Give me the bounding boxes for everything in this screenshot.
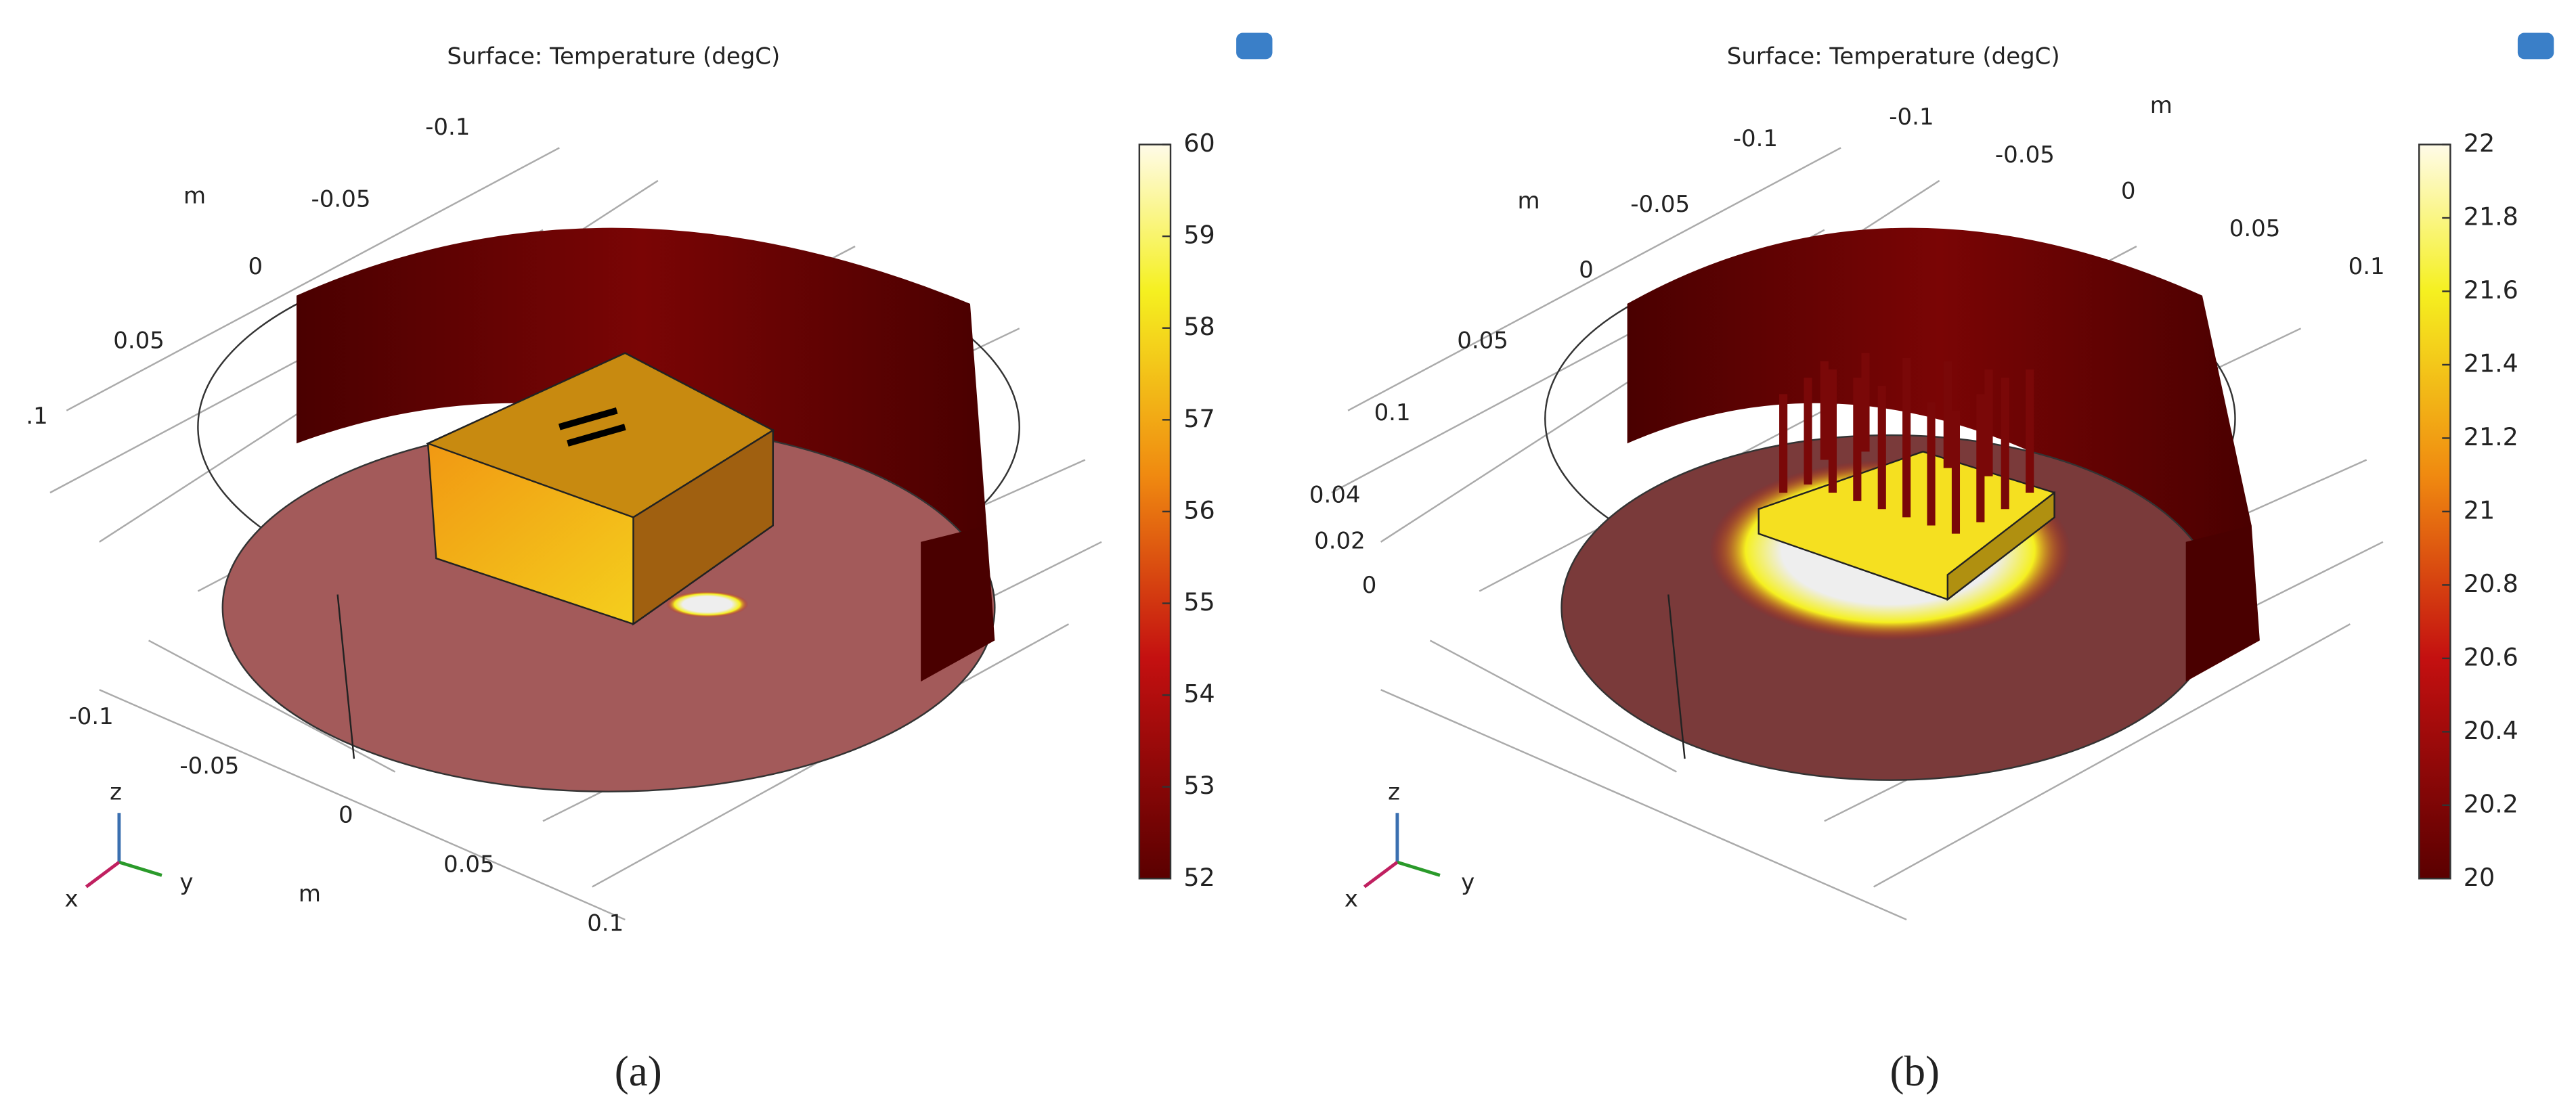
- axis-tick-label: 0: [1362, 572, 1377, 599]
- triad-label: z: [110, 779, 122, 806]
- colorbar-tick-label: 20.4: [2464, 716, 2518, 745]
- colorbar-tick-label: 21.4: [2464, 349, 2518, 378]
- axis-tick-label: 0.1: [1374, 399, 1411, 426]
- colorbar-tick-label: 55: [1183, 587, 1215, 617]
- axis-tick-label: 0.05: [443, 851, 495, 878]
- scene-a: [49, 147, 1102, 921]
- colorbar-tick-label: 20.2: [2464, 789, 2518, 818]
- axis-tick-label: m: [183, 183, 206, 210]
- colorbar-tick-label: 21: [2464, 495, 2495, 524]
- triad-label: z: [1388, 779, 1400, 806]
- colorbar-tick-label: 20.8: [2464, 569, 2518, 598]
- axis-tick-label: m: [2150, 92, 2173, 119]
- axis-tick-label: -0.1: [1733, 125, 1778, 152]
- axis-tick-label: -0.05: [179, 753, 239, 780]
- colorbar-tick-label: 59: [1183, 221, 1215, 250]
- colorbar-tick-label: 56: [1183, 495, 1215, 524]
- colorbar-tick-label: 20: [2464, 863, 2495, 892]
- colorbar-tick-label: 21.6: [2464, 275, 2518, 305]
- axis-tick-label: -0.05: [311, 186, 371, 213]
- axis-tick-label: -0.1: [1889, 104, 1934, 131]
- axis-tick-label: -0.05: [1995, 141, 2055, 169]
- colorbar-tick-label: 53: [1183, 771, 1215, 800]
- colorbar-tick-label: 20.6: [2464, 642, 2518, 671]
- axis-tick-label: -0.1: [425, 114, 470, 141]
- colorbar-tick-label: 22: [2464, 129, 2495, 158]
- axis-tick-label: 0.1: [2349, 253, 2385, 280]
- caption: (b): [1890, 1048, 1940, 1095]
- axis-tick-label: 0.05: [113, 327, 165, 354]
- triad-label: x: [1345, 885, 1358, 912]
- triad-label: y: [179, 869, 193, 896]
- colorbar-tick-label: 58: [1183, 312, 1215, 341]
- axis-tick-label: -0.05: [1630, 191, 1690, 218]
- triad-label: y: [1461, 869, 1475, 896]
- logo-b: [2517, 32, 2554, 60]
- colorbar-tick-label: 57: [1183, 404, 1215, 433]
- axis-tick-label: 0: [2121, 177, 2136, 204]
- axis-tick-label: m: [299, 880, 321, 908]
- axis-tick-label: .1: [26, 403, 47, 430]
- triad-label: x: [64, 885, 78, 912]
- scene-b: [1331, 147, 2384, 921]
- axis-triads: [85, 813, 1441, 889]
- axis-tick-label: -0.1: [69, 703, 114, 730]
- axis-tick-label: m: [1517, 187, 1540, 215]
- axis-tick-label: 0.05: [1457, 327, 1508, 354]
- colorbar-tick-label: 60: [1183, 129, 1215, 158]
- colorbar-tick-label: 21.8: [2464, 202, 2518, 231]
- axis-tick-label: 0: [1579, 256, 1594, 284]
- colorbar-tick-label: 54: [1183, 679, 1215, 709]
- colorbar-tick-label: 21.2: [2464, 422, 2518, 451]
- axis-tick-label: 0.05: [2229, 215, 2281, 242]
- panel-title: Surface: Temperature (degC): [1727, 43, 2060, 70]
- panel-title: Surface: Temperature (degC): [447, 43, 780, 70]
- colorbar-tick-label: 52: [1183, 863, 1215, 892]
- axis-tick-label: 0: [339, 802, 353, 829]
- axis-tick-label: 0.04: [1309, 481, 1361, 508]
- caption: (a): [615, 1048, 662, 1095]
- logo-a: [1236, 32, 1273, 60]
- axis-tick-label: 0.1: [587, 910, 624, 937]
- axis-tick-label: 0: [248, 253, 263, 280]
- axis-tick-label: 0.02: [1314, 527, 1366, 554]
